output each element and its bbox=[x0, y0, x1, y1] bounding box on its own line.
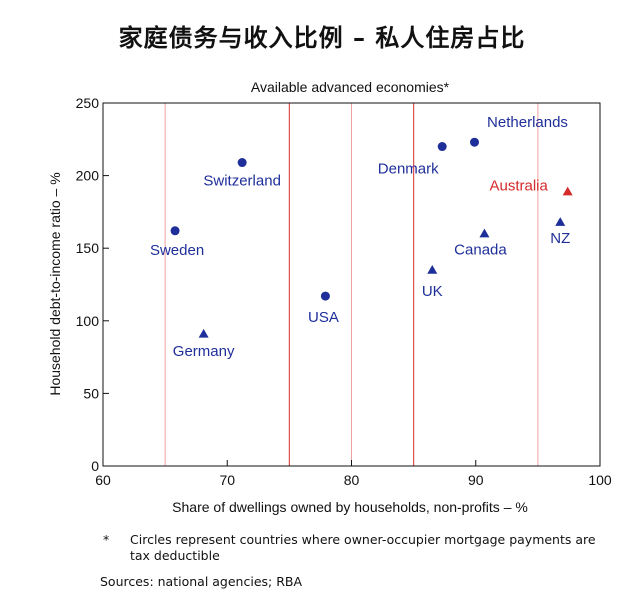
y-axis-label: Household debt-to-income ratio – % bbox=[47, 172, 63, 395]
data-point-circle bbox=[237, 158, 247, 168]
point-label: UK bbox=[422, 283, 443, 300]
data-points bbox=[170, 137, 573, 338]
point-label: Switzerland bbox=[203, 173, 281, 190]
x-axis-label: Share of dwellings owned by households, … bbox=[172, 499, 528, 515]
x-tick-label: 60 bbox=[95, 472, 111, 488]
data-point-circle bbox=[437, 142, 447, 152]
point-label: Denmark bbox=[378, 161, 439, 178]
footnote-marker: * bbox=[103, 532, 110, 547]
x-tick-label: 100 bbox=[588, 472, 612, 488]
data-point-circle bbox=[320, 291, 330, 301]
point-label: Netherlands bbox=[487, 114, 568, 131]
x-tick-label: 90 bbox=[468, 472, 484, 488]
axis-ticks: 60 70 80 90 100 0 50 100 150 200 250 bbox=[76, 95, 612, 488]
page-title: 家庭债务与收入比例 – 私人住房占比 bbox=[118, 24, 526, 52]
data-point-triangle bbox=[562, 186, 573, 196]
data-point-circle bbox=[170, 226, 180, 236]
y-tick-label: 50 bbox=[83, 385, 99, 401]
point-label: Germany bbox=[173, 343, 235, 360]
x-tick-label: 70 bbox=[219, 472, 235, 488]
sources-note: Sources: national agencies; RBA bbox=[100, 574, 303, 589]
data-point-triangle bbox=[427, 264, 438, 274]
x-tick-label: 80 bbox=[344, 472, 360, 488]
data-point-triangle bbox=[479, 228, 490, 238]
point-label: USA bbox=[308, 309, 339, 326]
y-tick-label: 150 bbox=[76, 240, 100, 256]
footnote-text: Circles represent countries where owner-… bbox=[130, 532, 596, 563]
data-point-circle bbox=[470, 137, 480, 147]
point-labels: Sweden Germany Switzerland USA UK Denmark Neth… bbox=[150, 114, 570, 360]
y-tick-label: 100 bbox=[76, 313, 100, 329]
y-tick-label: 200 bbox=[76, 168, 100, 184]
point-label: Australia bbox=[490, 178, 549, 195]
y-tick-label: 0 bbox=[91, 458, 99, 474]
data-point-triangle bbox=[198, 328, 209, 338]
vertical-reference-lines bbox=[164, 103, 539, 466]
point-label: NZ bbox=[550, 230, 570, 247]
y-tick-label: 250 bbox=[76, 95, 100, 111]
point-label: Sweden bbox=[150, 242, 204, 259]
point-label: Canada bbox=[454, 242, 507, 259]
chart-subtitle: Available advanced economies* bbox=[251, 79, 450, 95]
data-point-triangle bbox=[555, 217, 566, 226]
